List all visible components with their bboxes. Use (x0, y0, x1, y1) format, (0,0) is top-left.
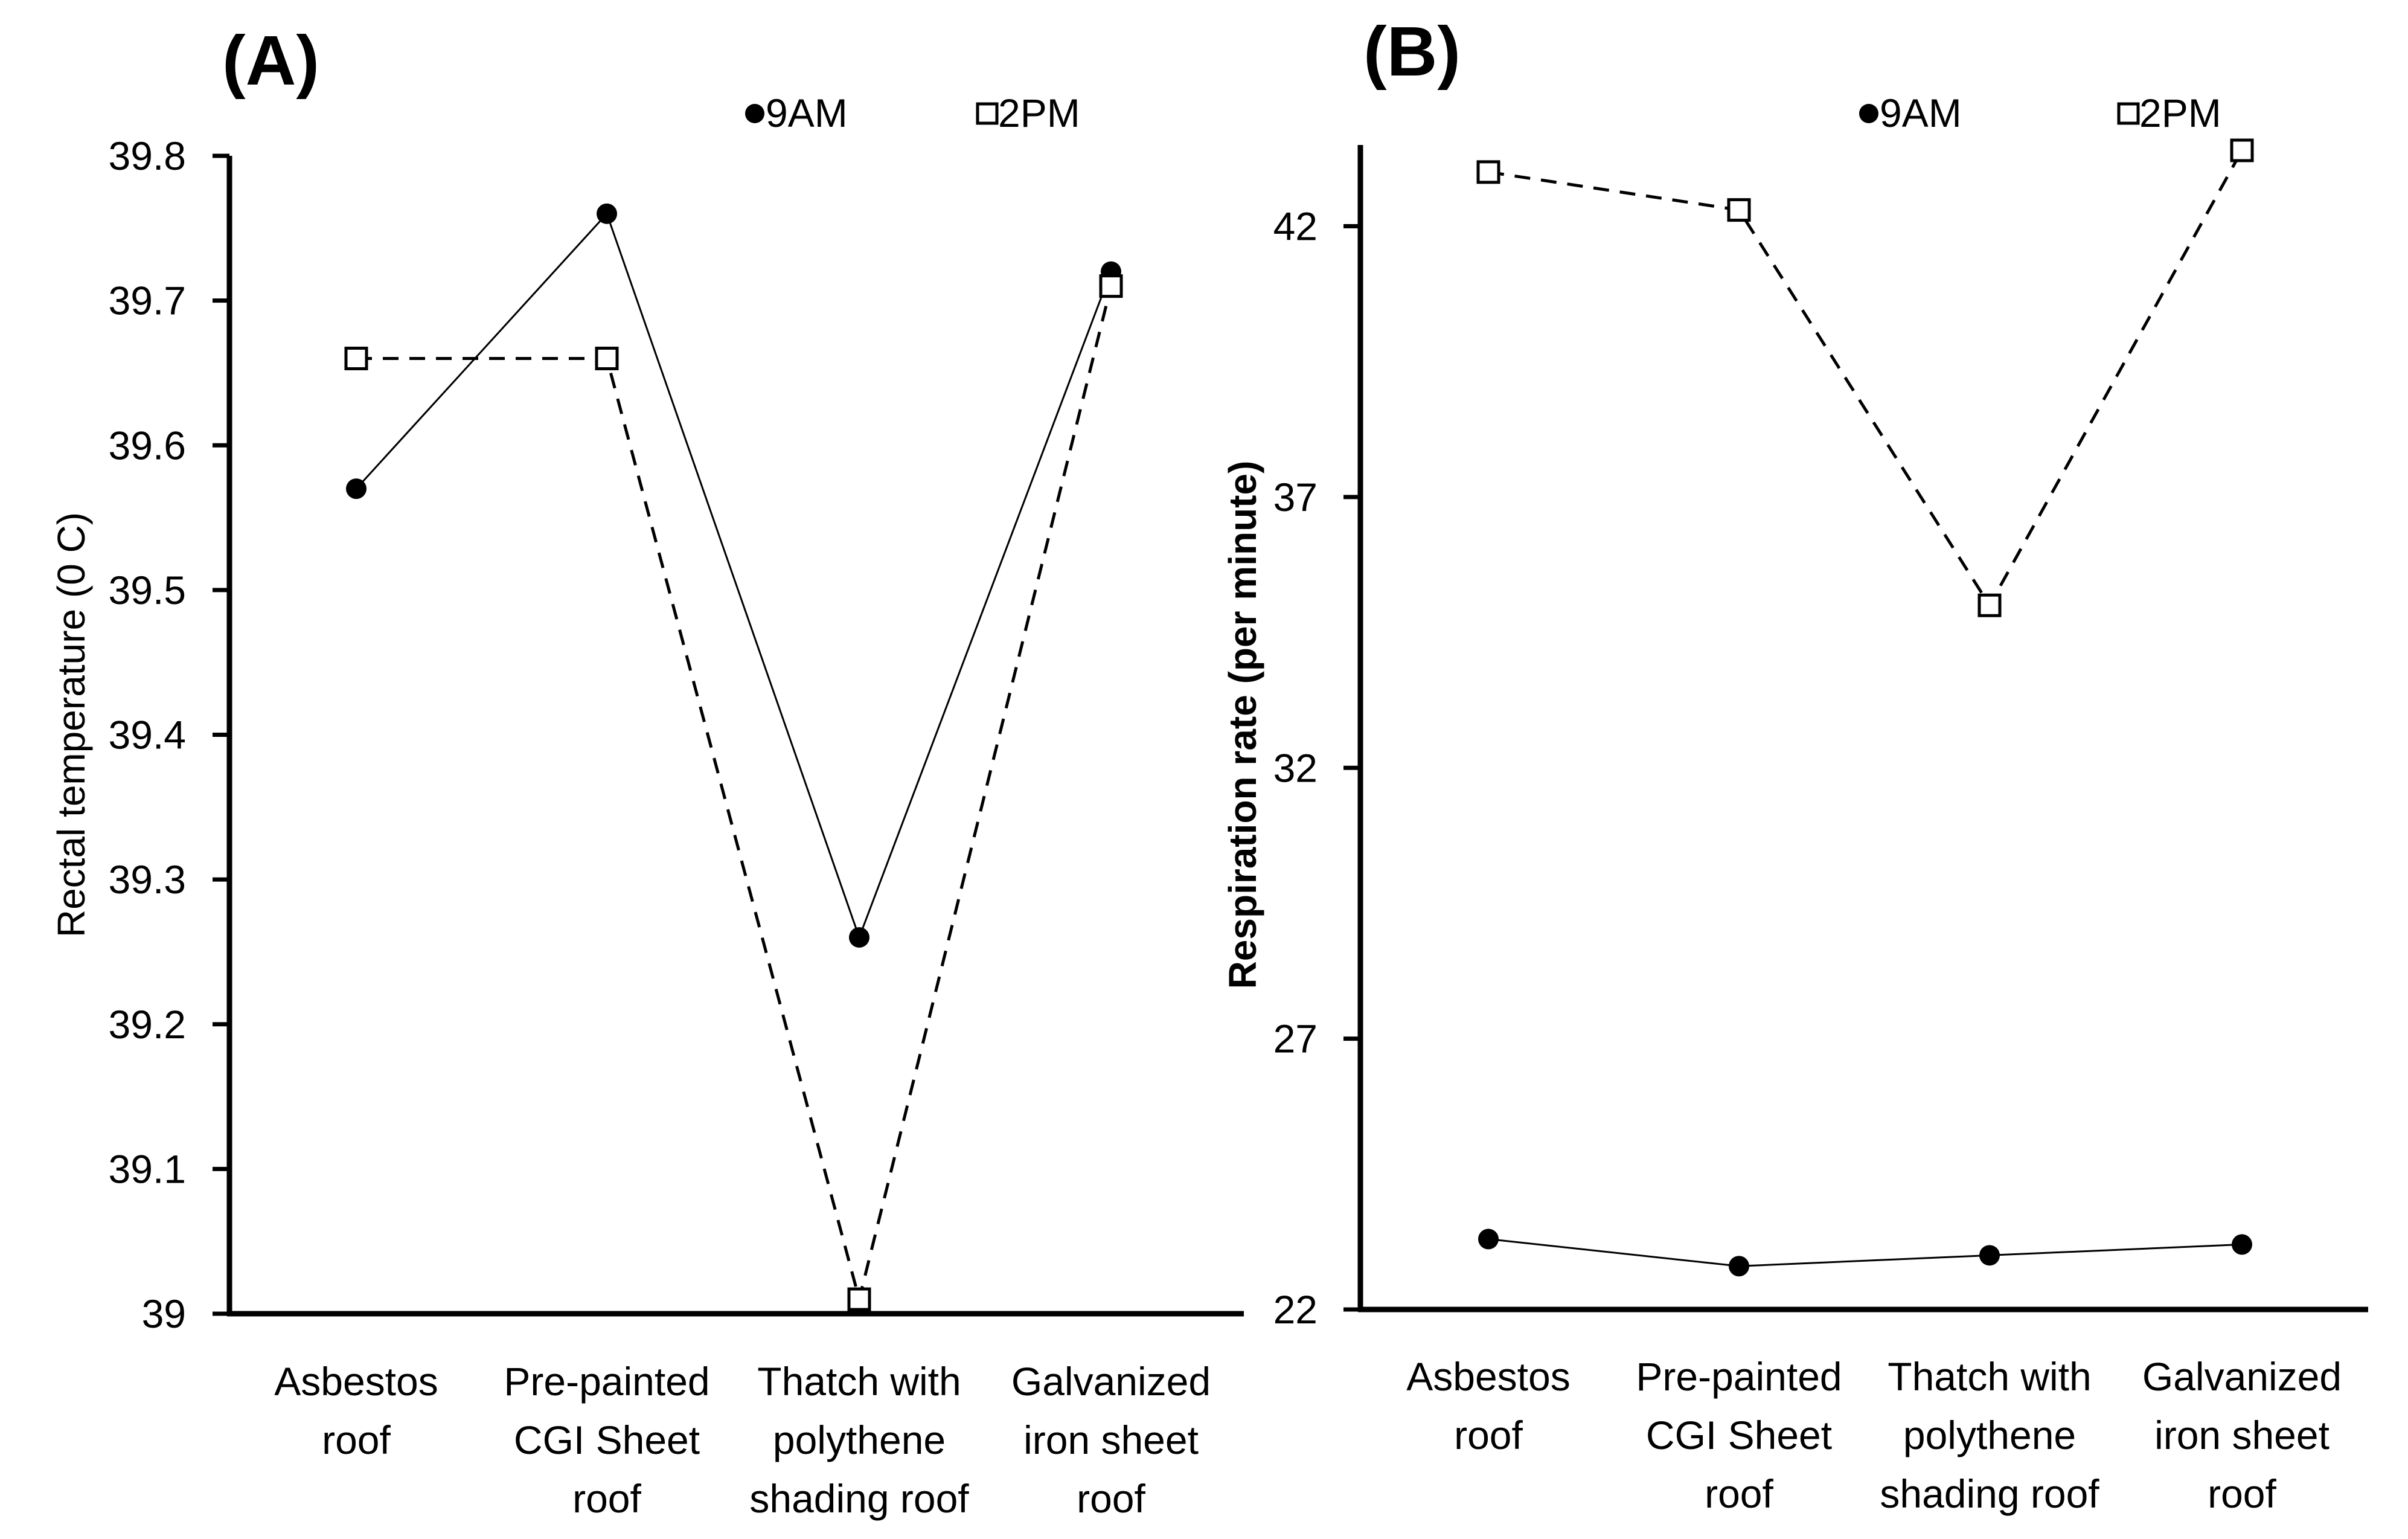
y-tick-label: 39.7 (109, 278, 186, 323)
series-line-2pm (1488, 149, 2244, 609)
x-category-label-line: CGI Sheet (514, 1418, 700, 1462)
y-tick-label: 22 (1273, 1287, 1318, 1332)
data-point-2pm (1977, 593, 2002, 617)
panel-label: (A) (222, 21, 319, 100)
x-category-label-line: roof (1705, 1471, 1773, 1516)
y-tick-label: 27 (1273, 1017, 1318, 1061)
legend-label-9am: 9AM (766, 91, 848, 135)
data-point-2pm (1727, 198, 1751, 222)
data-point-2pm (1099, 274, 1123, 298)
x-category-label-line: iron sheet (2154, 1413, 2330, 1457)
panel-b: (B) 22 27 32 37 42 Respiration rate (per minut… (1221, 12, 2368, 1516)
x-category-label: Pre-painted CGI Sheet roof (504, 1359, 709, 1521)
legend: 9AM 2PM (745, 91, 1080, 135)
data-point-9am (1979, 1245, 2000, 1266)
panel-label: (B) (1363, 12, 1461, 91)
x-category-label-line: iron sheet (1023, 1418, 1199, 1462)
series-line-9am (1488, 1238, 2243, 1267)
legend-label-2pm: 2PM (998, 91, 1080, 135)
legend-marker-2pm (2117, 102, 2140, 125)
data-point-9am (849, 927, 869, 948)
x-category-label-line: Asbestos (274, 1359, 438, 1404)
x-category-label-line: roof (322, 1418, 391, 1462)
legend-marker-9am (745, 104, 764, 123)
x-category-label: Asbestos roof (1406, 1354, 1570, 1457)
data-point-9am (1478, 1229, 1499, 1250)
series-line-2pm (356, 286, 1113, 1306)
x-category-label-line: CGI Sheet (1646, 1413, 1832, 1457)
data-point-9am (346, 478, 367, 500)
x-category-label: Thatch with polythene shading roof (749, 1359, 969, 1521)
data-point-2pm (2230, 138, 2254, 162)
legend-label-9am: 9AM (1880, 91, 1962, 135)
x-category-label-line: polythene (1903, 1413, 2076, 1457)
x-category-label-line: roof (572, 1476, 641, 1521)
x-category-label-line: roof (1077, 1476, 1145, 1521)
y-tick-label: 42 (1273, 204, 1318, 249)
y-tick-label: 39.1 (109, 1146, 186, 1191)
x-category-label: Asbestos roof (274, 1359, 438, 1462)
x-category-label-line: Asbestos (1406, 1354, 1570, 1399)
x-category-label-line: roof (2208, 1471, 2276, 1516)
x-category-label-line: Galvanized (1011, 1359, 1211, 1404)
legend-label-2pm: 2PM (2139, 91, 2221, 135)
y-axis-label: Respiration rate (per minute) (1221, 461, 1264, 989)
x-category-label-line: roof (1454, 1413, 1523, 1457)
y-tick-label: 39.2 (109, 1002, 186, 1047)
x-category-label-line: Galvanized (2142, 1354, 2342, 1399)
data-point-2pm (344, 346, 368, 370)
data-point-9am (1729, 1256, 1749, 1277)
data-point-9am (2232, 1234, 2252, 1255)
x-category-label-line: Thatch with (757, 1359, 961, 1404)
data-point-2pm (847, 1287, 871, 1311)
data-point-2pm (1476, 160, 1500, 184)
x-category-label-line: Thatch with (1888, 1354, 2091, 1399)
x-category-label-line: polythene (773, 1418, 946, 1462)
y-tick-label: 39.3 (109, 857, 186, 902)
y-tick-label: 39.4 (109, 713, 186, 757)
series-line-9am (355, 211, 1112, 940)
x-category-label: Galvanized iron sheet roof (2142, 1354, 2342, 1516)
y-tick-label: 32 (1273, 745, 1318, 790)
y-axis-label: Rectal temperature (0 C) (50, 512, 93, 937)
legend-marker-2pm (976, 102, 999, 125)
x-category-label: Galvanized iron sheet roof (1011, 1359, 1211, 1521)
y-tick-label: 39 (142, 1291, 186, 1336)
x-category-label: Thatch with polythene shading roof (1880, 1354, 2099, 1516)
x-category-label-line: Pre-painted (1636, 1354, 1842, 1399)
legend: 9AM 2PM (1859, 91, 2221, 135)
legend-marker-9am (1859, 104, 1878, 123)
data-point-2pm (595, 346, 619, 370)
data-point-9am (597, 203, 617, 224)
x-category-label-line: shading roof (1880, 1471, 2099, 1516)
panel-a: (A) 39 39.1 39.2 39.3 39.4 39.5 39.6 39.7 39.8 Rec… (50, 21, 1244, 1521)
y-tick-label: 39.8 (109, 133, 186, 178)
x-category-label: Pre-painted CGI Sheet roof (1636, 1354, 1842, 1516)
x-category-label-line: shading roof (749, 1476, 969, 1521)
x-category-label-line: Pre-painted (504, 1359, 709, 1404)
y-tick-label: 39.5 (109, 568, 186, 612)
y-tick-label: 37 (1273, 475, 1318, 519)
y-tick-label: 39.6 (109, 423, 186, 467)
